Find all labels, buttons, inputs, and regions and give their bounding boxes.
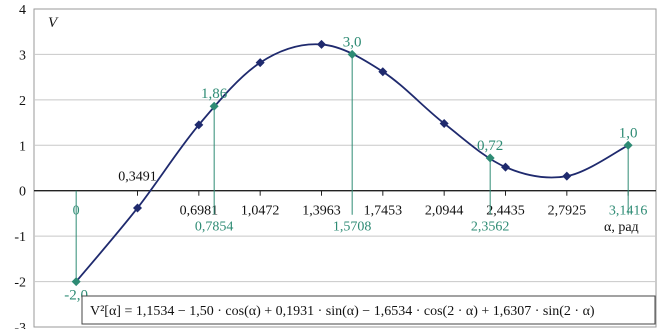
x-tick-label-highlight: 0,7854 xyxy=(195,220,234,235)
data-point-marker xyxy=(317,39,327,49)
highlight-value-label: 1,86 xyxy=(201,86,228,102)
data-point-marker xyxy=(501,162,511,172)
highlight-marker xyxy=(71,277,81,287)
x-tick-label: 2,0944 xyxy=(425,204,464,219)
x-tick-label-highlight: 1,5708 xyxy=(333,220,372,235)
x-tick-label: 1,3963 xyxy=(302,204,341,219)
y-tick-label: 3 xyxy=(19,48,26,63)
y-tick-label: -3 xyxy=(14,321,26,329)
highlight-marker xyxy=(485,153,495,163)
highlight-value-label: 1,0 xyxy=(619,125,638,141)
y-tick-labels: 4 3 2 1 0 -1 -2 -3 xyxy=(14,3,26,329)
data-point-marker xyxy=(255,58,265,68)
y-tick-label: 4 xyxy=(19,3,26,18)
x-tick-labels: 0,3491 0,6981 1,0472 1,3963 1,7453 2,0944 2,44… xyxy=(73,170,648,235)
highlight-value-label: 0,72 xyxy=(477,138,503,154)
highlight-markers xyxy=(71,49,633,287)
series-markers xyxy=(133,39,572,213)
series-curve xyxy=(75,43,629,283)
data-point-marker xyxy=(562,171,572,181)
svg-text:V²[α] = 1,1534 − 1,50 · cos(α): V²[α] = 1,1534 − 1,50 · cos(α) + 0,1931 … xyxy=(90,304,595,319)
y-tick-label: 0 xyxy=(19,185,26,200)
x-tick-label: 1,7453 xyxy=(364,204,403,219)
y-tick-label: 2 xyxy=(19,94,26,109)
y-axis-label: V xyxy=(48,15,59,31)
highlight-marker xyxy=(623,140,633,150)
plot-frame xyxy=(33,8,657,328)
formula-lhs: V²[α] = xyxy=(90,304,136,319)
y-tick-label: -1 xyxy=(14,230,26,245)
formula-box: V²[α] = 1,1534 − 1,50 · cos(α) + 0,1931 … xyxy=(81,295,656,325)
axes xyxy=(34,190,656,196)
x-tick-label: 1,0472 xyxy=(241,204,280,219)
highlight-marker xyxy=(347,49,357,59)
x-tick-label: 0,6981 xyxy=(180,204,219,219)
x-tick-label: 0,3491 xyxy=(118,170,157,185)
formula-rhs: 1,1534 − 1,50 · cos(α) + 0,1931 · sin(α)… xyxy=(136,304,595,319)
y-tick-label: -2 xyxy=(14,276,26,291)
data-point-marker xyxy=(194,120,204,130)
x-tick-label: 2,4435 xyxy=(486,204,525,219)
highlight-droplines xyxy=(75,54,629,282)
data-point-marker xyxy=(133,203,143,213)
highlight-marker xyxy=(209,101,219,111)
x-tick-label-highlight: 2,3562 xyxy=(471,220,510,235)
x-tick-label: 2,7925 xyxy=(548,204,587,219)
data-point-marker xyxy=(439,118,449,128)
highlight-value-label: 3,0 xyxy=(343,34,362,50)
y-tick-label: 1 xyxy=(19,139,26,154)
data-point-marker xyxy=(378,67,388,77)
x-axis-label: α, рад xyxy=(604,220,639,235)
